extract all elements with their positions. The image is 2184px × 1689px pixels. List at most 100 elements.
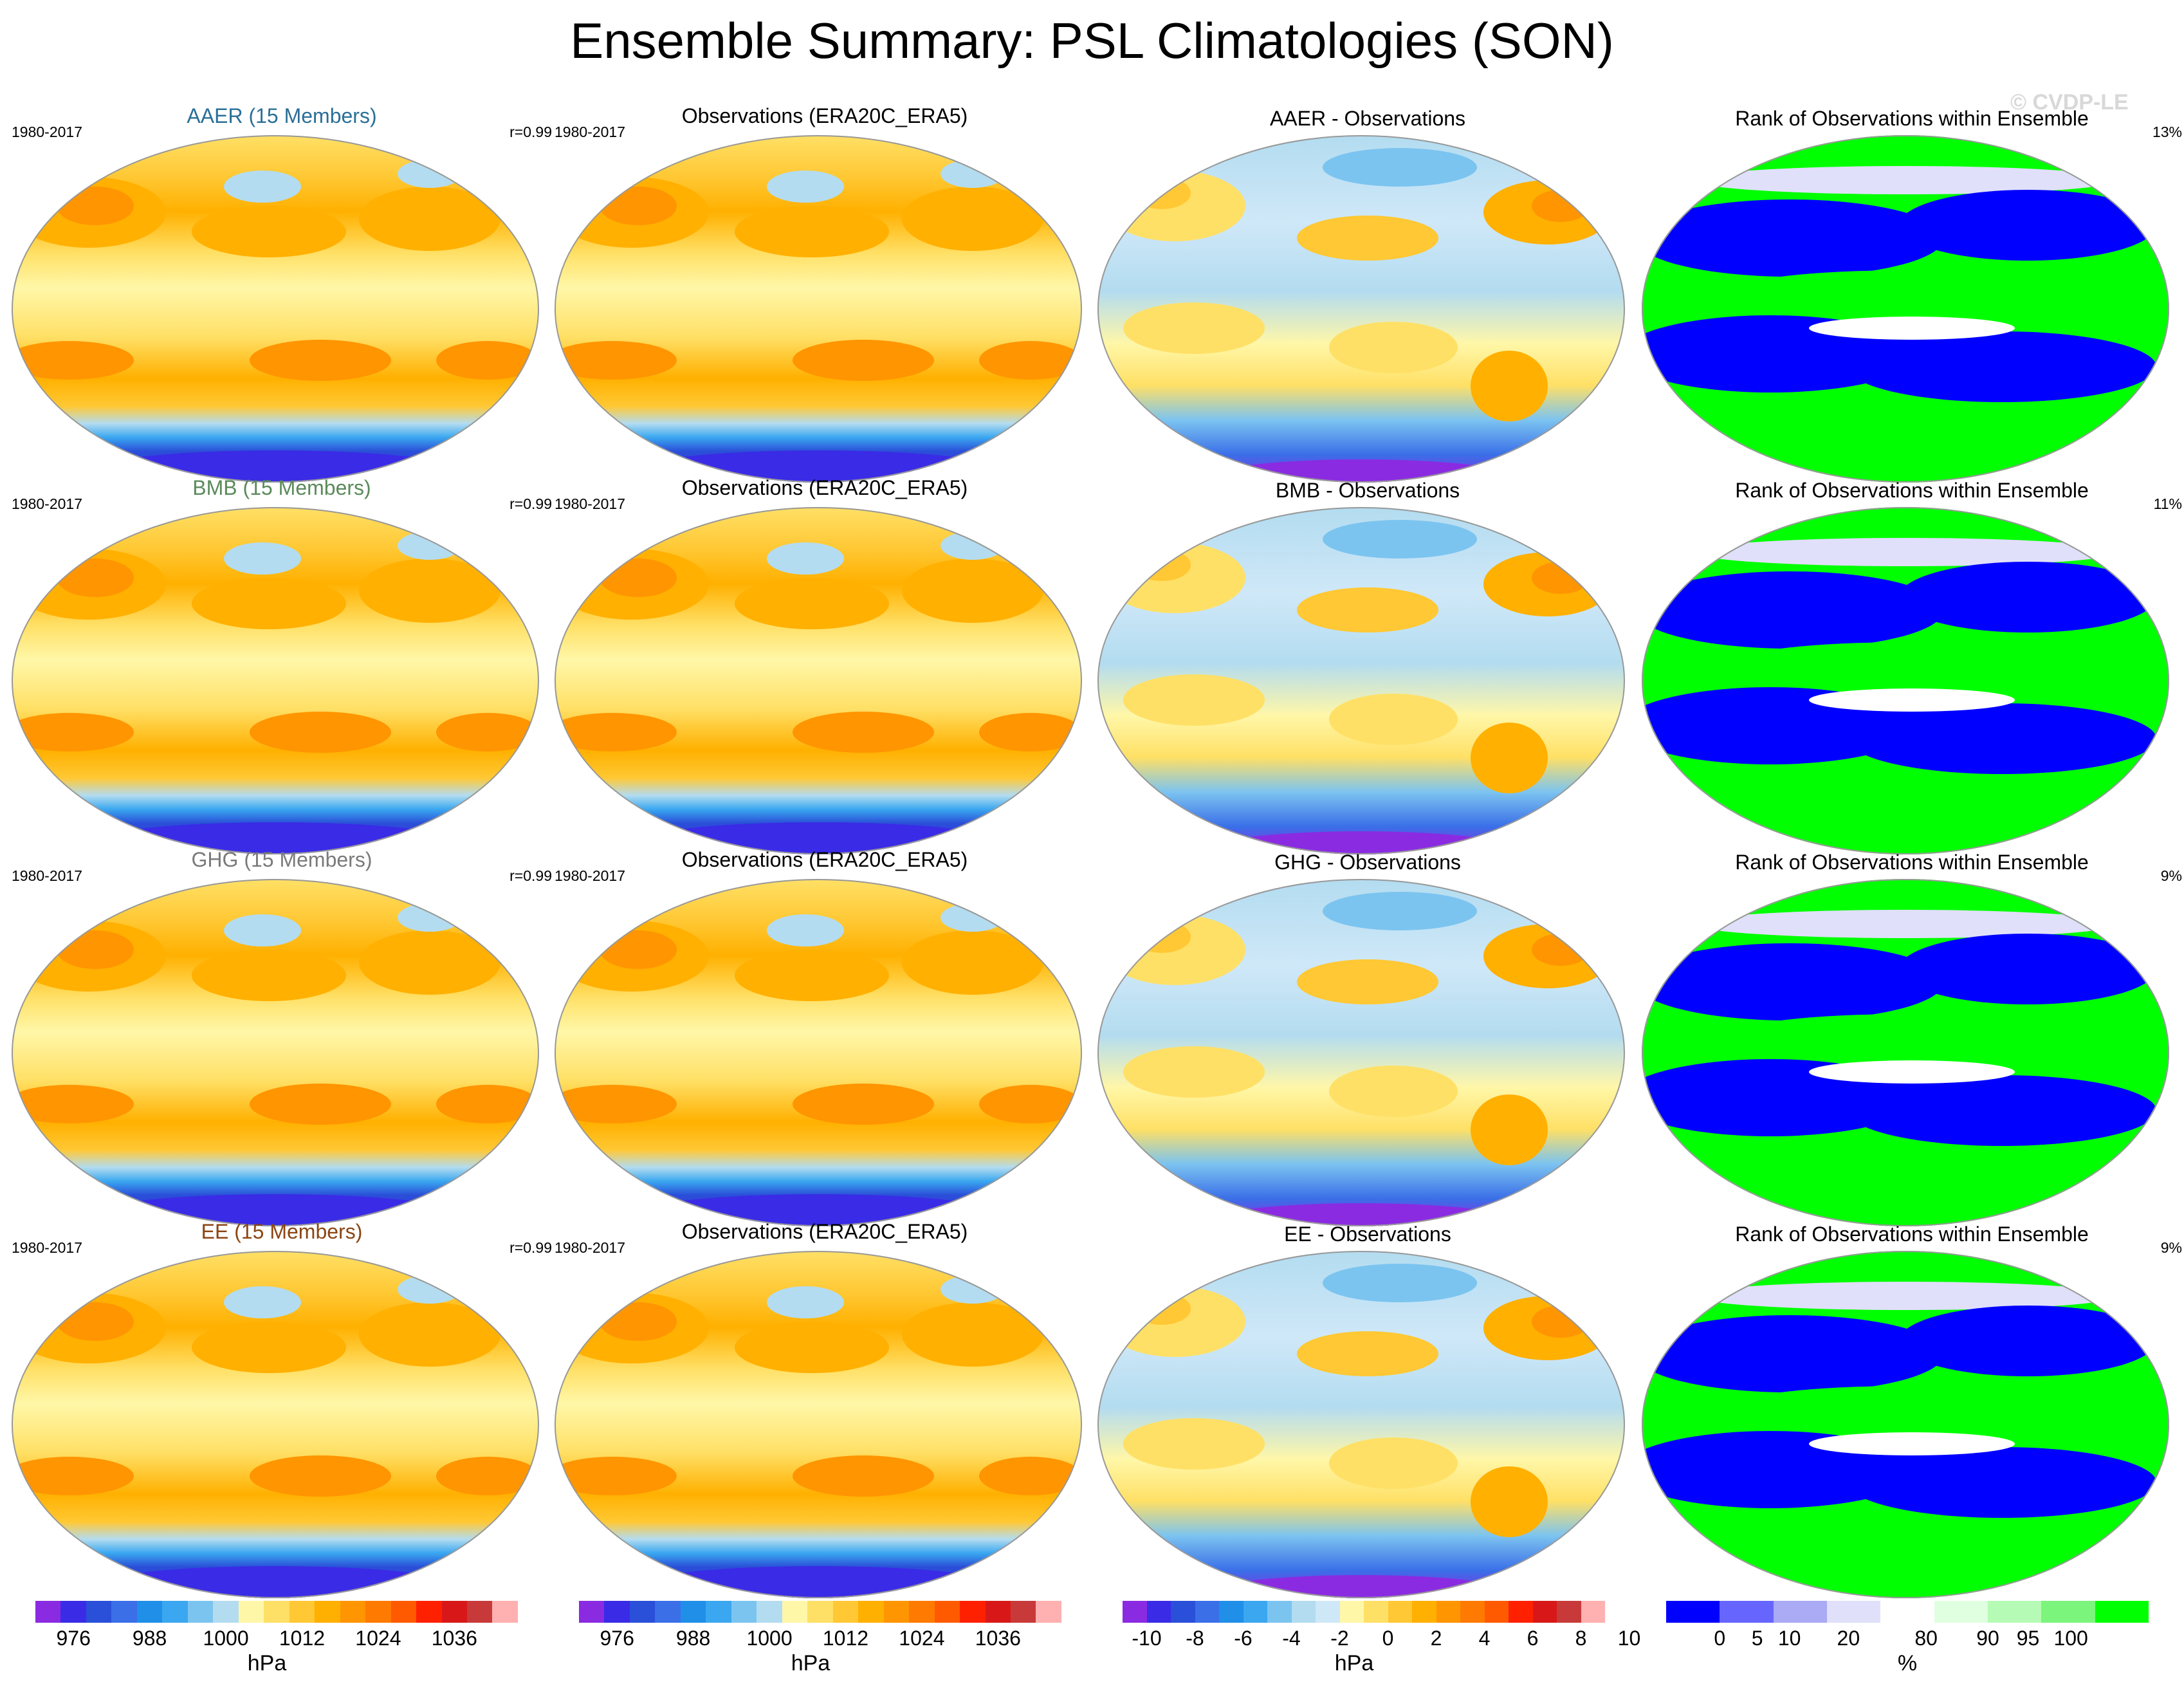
rank-low-region bbox=[1848, 1447, 2156, 1518]
subtropical-high bbox=[979, 1085, 1082, 1123]
positive-anomaly-core bbox=[1532, 190, 1590, 222]
rank-map bbox=[1642, 135, 2169, 483]
high-pressure-core bbox=[600, 1302, 677, 1341]
panel-title: Rank of Observations within Ensemble bbox=[1735, 107, 2089, 130]
rank-white-band bbox=[1693, 166, 2118, 194]
low-pressure-cell bbox=[941, 1275, 1005, 1304]
low-pressure-cell bbox=[767, 1286, 844, 1318]
colorbar-tick-label: 0 bbox=[1382, 1627, 1394, 1650]
correlation-label: r=0.99 bbox=[509, 1239, 552, 1256]
positive-anomaly bbox=[1471, 351, 1548, 421]
panel-bmb-observations: Observations (ERA20C_ERA5) 1980-2017 bbox=[555, 476, 1095, 854]
low-pressure-cell bbox=[767, 914, 844, 946]
high-pressure-core bbox=[600, 930, 677, 969]
colorbar-boxes bbox=[579, 1601, 1061, 1623]
colorbar-box bbox=[1195, 1601, 1219, 1623]
rank-map bbox=[1642, 1251, 2169, 1598]
period-label: 1980-2017 bbox=[12, 867, 82, 884]
subtropical-high bbox=[250, 712, 391, 753]
colorbar-tick-label: 988 bbox=[132, 1627, 167, 1650]
correlation-label: r=0.99 bbox=[509, 495, 552, 512]
colorbar-box bbox=[441, 1601, 467, 1623]
colorbar-box bbox=[832, 1601, 859, 1623]
rank-white-band bbox=[1693, 910, 2118, 938]
rank-percent: 13% bbox=[2152, 124, 2182, 140]
high-pressure-cell bbox=[735, 1322, 889, 1373]
colorbar-tick-label: 8 bbox=[1575, 1627, 1587, 1650]
colorbar-tick-label: 90 bbox=[1976, 1627, 1999, 1650]
period-label: 1980-2017 bbox=[555, 495, 625, 512]
watermark: © CVDP-LE bbox=[2010, 90, 2129, 115]
colorbar-box bbox=[909, 1601, 935, 1623]
low-pressure-cell bbox=[398, 160, 462, 188]
colorbar-tick-label: -4 bbox=[1282, 1627, 1301, 1650]
rank-white-band bbox=[1809, 688, 2015, 712]
negative-anomaly bbox=[1323, 520, 1477, 558]
map-outline bbox=[12, 1251, 539, 1598]
colorbar-unit: % bbox=[1897, 1651, 1918, 1675]
colorbar-tick-label: 988 bbox=[675, 1627, 711, 1650]
rank-percent: 11% bbox=[2153, 495, 2182, 512]
low-pressure-cell bbox=[767, 542, 844, 575]
colorbar-tick-label: 1012 bbox=[279, 1627, 326, 1650]
colorbar-box bbox=[757, 1601, 782, 1623]
colorbar-tick-label: 10 bbox=[1777, 1627, 1801, 1650]
colorbar-box bbox=[2041, 1601, 2095, 1623]
psl-map bbox=[555, 879, 1082, 1226]
subtropical-high bbox=[12, 341, 134, 380]
map-outline bbox=[12, 507, 539, 854]
high-pressure-cell bbox=[192, 206, 346, 257]
colorbar-box bbox=[238, 1601, 264, 1623]
colorbar-tick-label: 2 bbox=[1430, 1627, 1442, 1650]
rank-low-region bbox=[1848, 331, 2156, 402]
colorbar-box bbox=[492, 1601, 518, 1623]
rank-low-region bbox=[1642, 943, 1944, 1020]
rank-low-region bbox=[1848, 703, 2156, 774]
rank-map bbox=[1642, 879, 2169, 1226]
subtropical-high bbox=[250, 340, 391, 381]
map-outline bbox=[1642, 507, 2169, 854]
high-pressure-cell bbox=[735, 950, 889, 1001]
panel-ghg-observations: Observations (ERA20C_ERA5) 1980-2017 bbox=[555, 848, 1095, 1226]
positive-anomaly bbox=[1123, 1418, 1265, 1470]
colorbar-box bbox=[1934, 1601, 1988, 1623]
colorbar-box bbox=[1557, 1601, 1581, 1623]
colorbar-tick-label: 1012 bbox=[822, 1627, 869, 1650]
low-pressure-cell bbox=[398, 1275, 462, 1304]
rank-band-south bbox=[1642, 1540, 2169, 1598]
colorbar-tick-label: 5 bbox=[1751, 1627, 1763, 1650]
panel-title: AAER (15 Members) bbox=[187, 104, 377, 127]
colorbar-tick-label: -8 bbox=[1186, 1627, 1204, 1650]
colorbar-box bbox=[1436, 1601, 1460, 1623]
map-outline bbox=[555, 135, 1082, 483]
panel-title: BMB (15 Members) bbox=[192, 476, 371, 499]
negative-anomaly bbox=[1323, 148, 1477, 187]
high-pressure-cell bbox=[735, 206, 889, 257]
colorbar-box bbox=[1720, 1601, 1774, 1623]
psl-map bbox=[12, 879, 539, 1226]
panel-aaer-ensemble: AAER (15 Members) 1980-2017 r=0.99 bbox=[12, 104, 552, 483]
map-outline bbox=[1097, 1251, 1625, 1598]
rank-band-south bbox=[1642, 425, 2169, 483]
colorbar-box bbox=[416, 1601, 442, 1623]
high-pressure-cell bbox=[902, 1302, 1043, 1367]
subtropical-high bbox=[555, 341, 677, 380]
map-outline bbox=[1642, 879, 2169, 1226]
low-pressure-cell bbox=[398, 531, 462, 560]
negative-anomaly bbox=[1213, 1575, 1509, 1598]
subtropical-high bbox=[250, 1084, 391, 1125]
colorbar-box bbox=[136, 1601, 163, 1623]
subtropical-high bbox=[436, 713, 539, 752]
colorbar-box bbox=[960, 1601, 986, 1623]
subtropical-high bbox=[555, 1085, 677, 1123]
rank-low-region bbox=[1899, 190, 2156, 261]
colorbar-box bbox=[1532, 1601, 1557, 1623]
rank-white-band bbox=[1809, 317, 2015, 340]
colorbar-box bbox=[782, 1601, 808, 1623]
colorbar-box bbox=[1364, 1601, 1388, 1623]
positive-anomaly bbox=[1329, 694, 1458, 745]
low-pressure-cell bbox=[224, 914, 301, 946]
panel-title: GHG (15 Members) bbox=[191, 848, 372, 871]
colorbar-box bbox=[934, 1601, 960, 1623]
positive-anomaly bbox=[1123, 302, 1265, 354]
